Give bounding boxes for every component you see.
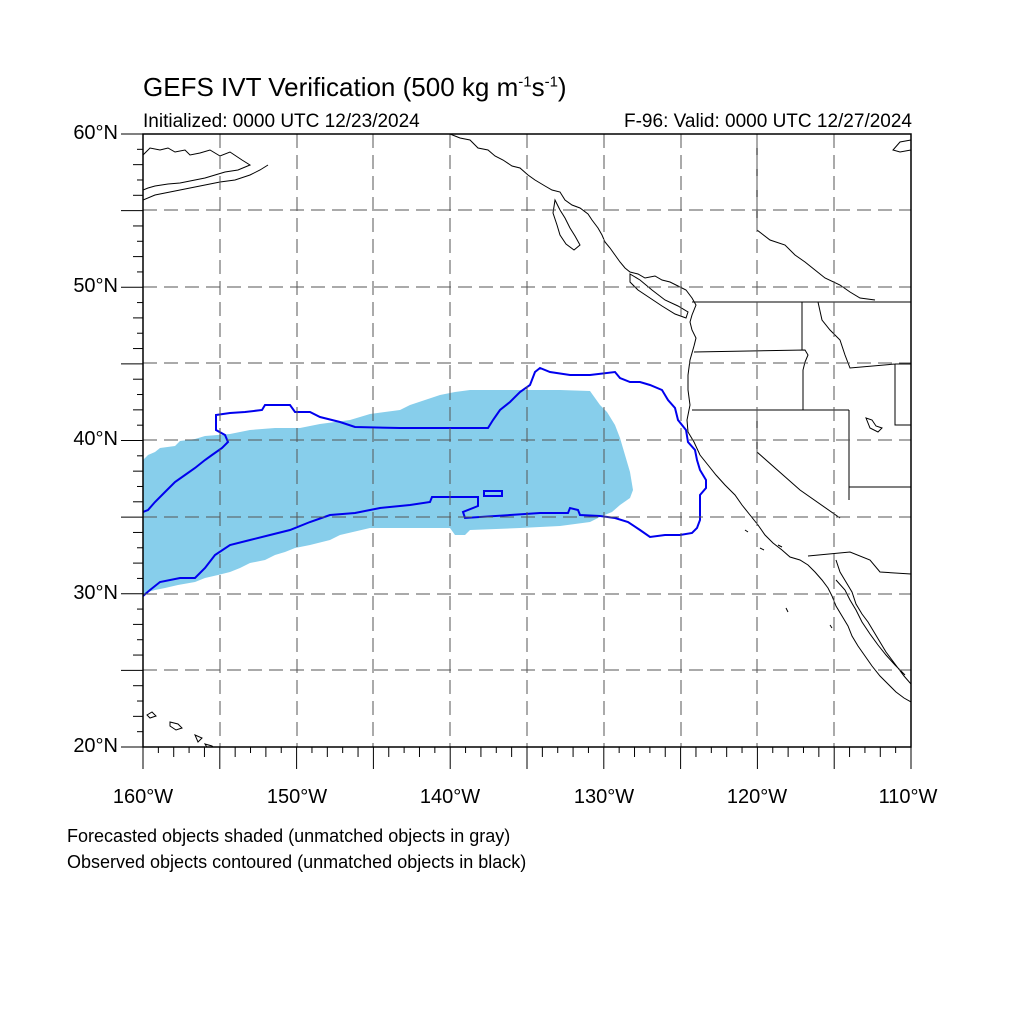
forecast-object: [143, 390, 633, 595]
lake-and-small-islands: [744, 417, 883, 629]
lat-label-30n: 30°N: [73, 582, 118, 604]
lat-label-50n: 50°N: [73, 275, 118, 297]
observed-object-small-contour: [483, 490, 503, 497]
lon-label-150w: 150°W: [266, 786, 328, 808]
lat-label-20n: 20°N: [73, 735, 118, 757]
canada-interior-rivers: [756, 139, 911, 301]
map-title: GEFS IVT Verification (500 kg m-1s-1): [143, 72, 567, 102]
lon-label-130w: 130°W: [573, 786, 635, 808]
lon-label-140w: 140°W: [419, 786, 481, 808]
lat-label-40n: 40°N: [73, 428, 118, 450]
valid-time: F-96: Valid: 0000 UTC 12/27/2024: [624, 111, 912, 132]
alaska-coastline: [143, 147, 269, 201]
lon-label-110w: 110°W: [878, 786, 938, 808]
british-columbia-islands: [552, 198, 689, 319]
lon-label-120w: 120°W: [726, 786, 788, 808]
baja-california-coastline: [835, 559, 911, 685]
observed-object-contour: [143, 366, 707, 597]
us-state-borders: [692, 134, 911, 575]
lat-label-60n: 60°N: [73, 122, 118, 144]
alaska-panhandle-coastline: [449, 134, 697, 347]
hawaii-islands: [146, 711, 214, 747]
initialized-time: Initialized: 0000 UTC 12/23/2024: [143, 111, 420, 132]
lon-label-160w: 160°W: [112, 786, 174, 808]
axis-ticks: [121, 133, 912, 769]
us-west-coastline: [686, 345, 911, 703]
grid-lines: [143, 134, 911, 747]
legend-observed-note: Observed objects contoured (unmatched ob…: [67, 852, 527, 872]
legend-forecast-note: Forecasted objects shaded (unmatched obj…: [67, 826, 511, 846]
